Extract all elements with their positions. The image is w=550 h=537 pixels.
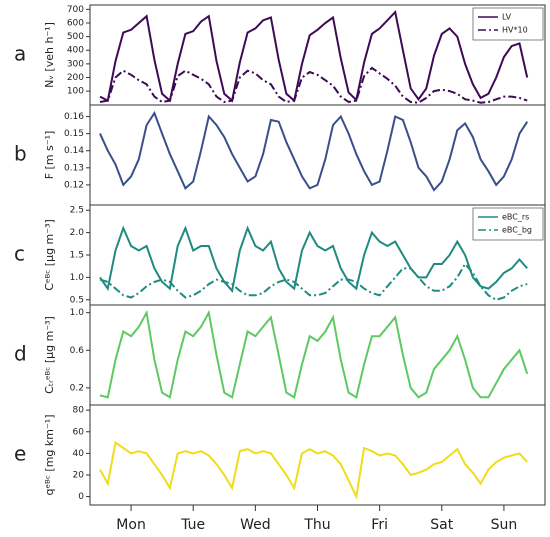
- y-tick-label: 0.13: [64, 163, 84, 173]
- panel-letter: a: [14, 42, 26, 66]
- y-tick-label: 100: [67, 87, 84, 97]
- x-tick-label: Tue: [180, 517, 205, 533]
- panel-letter: e: [14, 442, 26, 466]
- panel-letter: b: [14, 142, 27, 166]
- x-tick-label: Mon: [116, 517, 146, 533]
- x-tick-label: Thu: [303, 517, 330, 533]
- y-tick-label: 0.6: [70, 346, 85, 356]
- data-line: [99, 66, 528, 104]
- y-axis-label: qᵉᴮᶜ [mg km⁻¹]: [43, 415, 56, 496]
- data-line: [99, 110, 529, 192]
- y-tick-label: 60: [73, 427, 85, 437]
- x-tick-label: Sun: [491, 517, 518, 533]
- y-tick-label: 0.14: [64, 146, 84, 156]
- y-tick-label: 0.15: [64, 129, 84, 139]
- y-tick-label: 1.5: [70, 251, 84, 261]
- legend-label: eBC_rs: [502, 213, 529, 222]
- y-tick-label: 0: [78, 492, 84, 502]
- y-tick-label: 20: [73, 470, 85, 480]
- y-tick-label: 2.5: [70, 206, 84, 216]
- panel-frame: [89, 304, 546, 406]
- x-tick-label: Fri: [371, 517, 388, 533]
- y-tick-label: 700: [67, 5, 84, 15]
- y-axis-label: Cₜᵣᵉᴮᶜ [µg m⁻³]: [43, 316, 56, 394]
- data-line: [99, 10, 529, 103]
- y-tick-label: 0.5: [70, 295, 84, 305]
- legend-label: HV*10: [502, 26, 528, 35]
- y-tick-label: 600: [67, 18, 84, 28]
- y-tick-label: 80: [73, 406, 85, 416]
- panel-letter: d: [14, 342, 27, 366]
- y-tick-label: 200: [67, 73, 84, 83]
- legend-box: [472, 7, 544, 41]
- panel-letter: c: [14, 242, 25, 266]
- y-axis-label: Nᵥ [veh h⁻¹]: [43, 22, 56, 88]
- legend-label: eBC_bg: [502, 226, 532, 235]
- y-tick-label: 1.0: [70, 273, 85, 283]
- x-tick-label: Wed: [240, 517, 271, 533]
- legend-box: [472, 207, 544, 241]
- data-line: [99, 225, 528, 293]
- y-tick-label: 300: [67, 59, 84, 69]
- x-tick-label: Sat: [430, 517, 453, 533]
- y-axis-label: F [m s⁻¹]: [43, 131, 56, 180]
- panel-frame: [89, 104, 546, 206]
- y-tick-label: 2.0: [70, 228, 85, 238]
- y-axis-label: Cᵉᴮᶜ [µg m⁻³]: [43, 219, 56, 291]
- y-tick-label: 400: [67, 46, 84, 56]
- y-tick-label: 500: [67, 32, 84, 42]
- y-tick-label: 0.2: [70, 383, 84, 393]
- panel-frame: [89, 404, 546, 506]
- data-line: [99, 262, 528, 301]
- data-line: [99, 309, 529, 399]
- y-tick-label: 0.16: [64, 112, 84, 122]
- y-tick-label: 1.0: [70, 308, 85, 318]
- y-tick-label: 40: [73, 449, 85, 459]
- legend-label: LV: [502, 13, 512, 22]
- data-line: [99, 440, 528, 500]
- y-tick-label: 0.12: [64, 180, 84, 190]
